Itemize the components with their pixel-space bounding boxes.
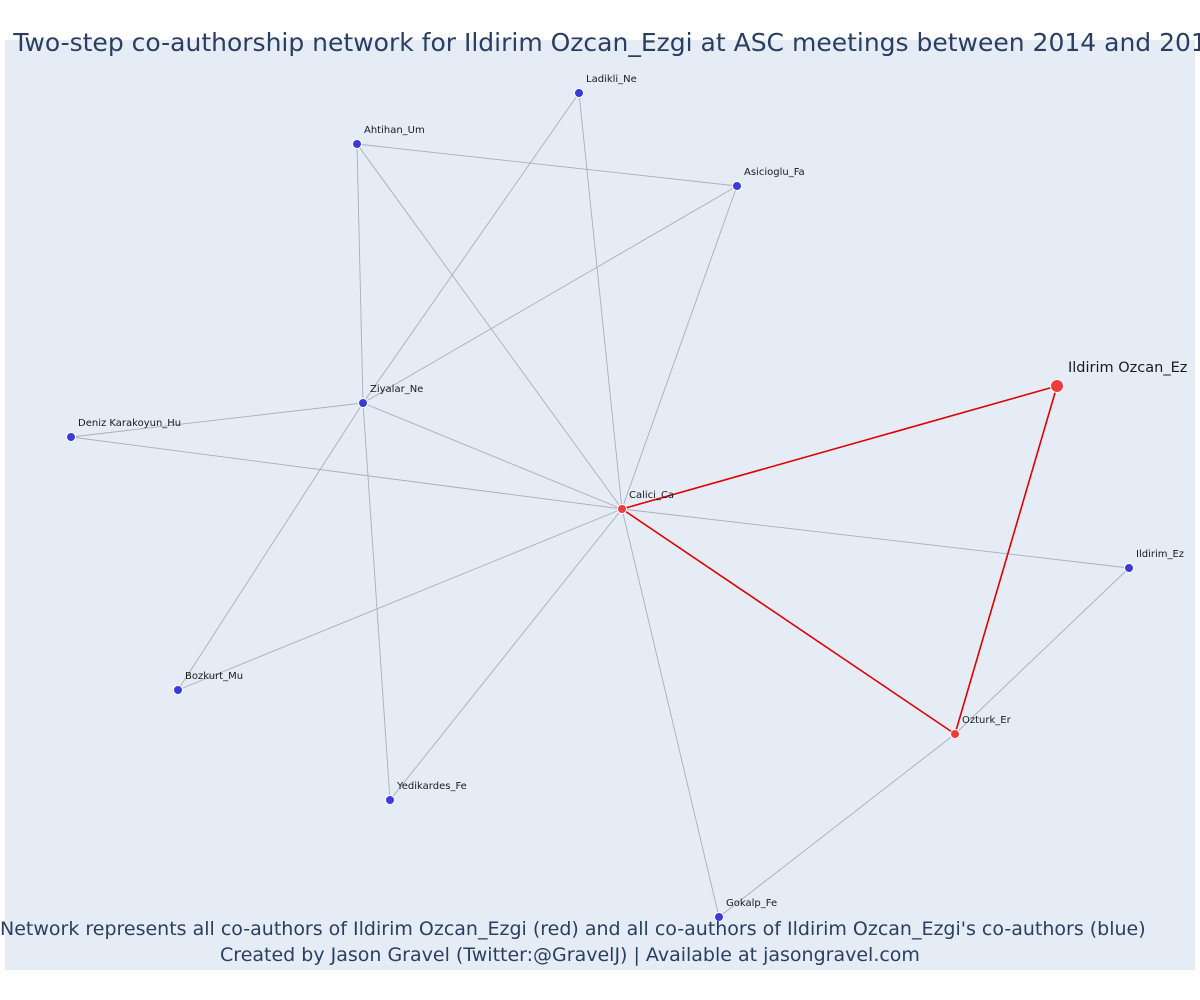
edge-calici-ziyalar	[362, 402, 623, 510]
chart-title: Two-step co-authorship network for Ildir…	[13, 28, 1200, 57]
node-marker[interactable]	[66, 432, 76, 442]
plot-background	[5, 40, 1195, 970]
caption-credit: Created by Jason Gravel (Twitter:@Gravel…	[220, 944, 920, 966]
edge-calici-yedikardes	[389, 508, 623, 801]
node-label: Gokalp_Fe	[726, 898, 777, 909]
node-yedikardes[interactable]: Yedikardes_Fe	[385, 781, 467, 805]
edge-asicioglu-ziyalar	[362, 185, 738, 404]
node-label: Yedikardes_Fe	[396, 781, 467, 792]
node-marker[interactable]	[173, 685, 183, 695]
edge-ozturk-gokalp	[718, 733, 956, 918]
edge-ziyalar-deniz	[70, 402, 364, 438]
edge-calici-bozkurt	[177, 508, 623, 691]
edge-calici-ladikli	[578, 92, 623, 510]
node-marker[interactable]	[385, 795, 395, 805]
node-label: Ladikli_Ne	[586, 74, 637, 85]
node-marker[interactable]	[732, 181, 742, 191]
edge-ahtihan-ziyalar	[356, 143, 364, 404]
node-label: Ildirim_Ez	[1136, 549, 1184, 560]
node-marker[interactable]	[574, 88, 584, 98]
node-ahtihan[interactable]: Ahtihan_Um	[352, 125, 425, 149]
edge-ziyalar-bozkurt	[177, 402, 364, 691]
edge-calici-asicioglu	[621, 185, 738, 510]
node-ladikli[interactable]: Ladikli_Ne	[574, 74, 637, 98]
node-ildirim-ozcan[interactable]: Ildirim Ozcan_Ez	[1050, 360, 1188, 393]
edge-ozturk-ildirim-ez	[954, 567, 1130, 735]
node-marker[interactable]	[1050, 379, 1064, 393]
node-bozkurt[interactable]: Bozkurt_Mu	[173, 671, 244, 695]
edge-ahtihan-asicioglu	[356, 143, 738, 187]
node-ozturk[interactable]: Ozturk_Er	[950, 715, 1012, 739]
edge-ladikli-ziyalar	[362, 92, 580, 404]
node-marker[interactable]	[1124, 563, 1134, 573]
edge-calici-ozturk	[621, 508, 956, 735]
edges-layer	[70, 92, 1130, 918]
node-label: Ozturk_Er	[962, 715, 1012, 726]
edge-ildirim-ozcan-calici	[621, 385, 1058, 510]
node-ziyalar[interactable]: Ziyalar_Ne	[358, 384, 424, 408]
nodes-layer: Ildirim Ozcan_Ez Calici_Ca Ozturk_Er Ladikl…	[66, 74, 1188, 922]
node-asicioglu[interactable]: Asicioglu_Fa	[732, 167, 805, 191]
node-marker[interactable]	[950, 729, 960, 739]
node-label: Ahtihan_Um	[364, 125, 425, 136]
node-label: Asicioglu_Fa	[744, 167, 805, 178]
edge-calici-ahtihan	[356, 143, 623, 510]
node-label: Ildirim Ozcan_Ez	[1068, 360, 1187, 376]
node-ildirim-ez[interactable]: Ildirim_Ez	[1124, 549, 1185, 573]
node-label: Ziyalar_Ne	[370, 384, 423, 395]
edge-ildirim-ozcan-ozturk	[954, 385, 1058, 735]
node-marker[interactable]	[617, 504, 627, 514]
edge-calici-deniz	[70, 436, 623, 510]
edge-calici-ildirim-ez	[621, 508, 1130, 569]
node-label: Calici_Ca	[629, 490, 674, 501]
node-marker[interactable]	[352, 139, 362, 149]
node-marker[interactable]	[358, 398, 368, 408]
edge-calici-gokalp	[621, 508, 720, 918]
node-deniz[interactable]: Deniz Karakoyun_Hu	[66, 418, 182, 442]
node-gokalp[interactable]: Gokalp_Fe	[714, 898, 778, 922]
node-label: Bozkurt_Mu	[185, 671, 243, 682]
node-marker[interactable]	[714, 912, 724, 922]
caption-description: Network represents all co-authors of Ild…	[0, 918, 1146, 940]
edge-ziyalar-yedikardes	[362, 402, 391, 801]
node-calici[interactable]: Calici_Ca	[617, 490, 675, 514]
node-label: Deniz Karakoyun_Hu	[78, 418, 181, 429]
